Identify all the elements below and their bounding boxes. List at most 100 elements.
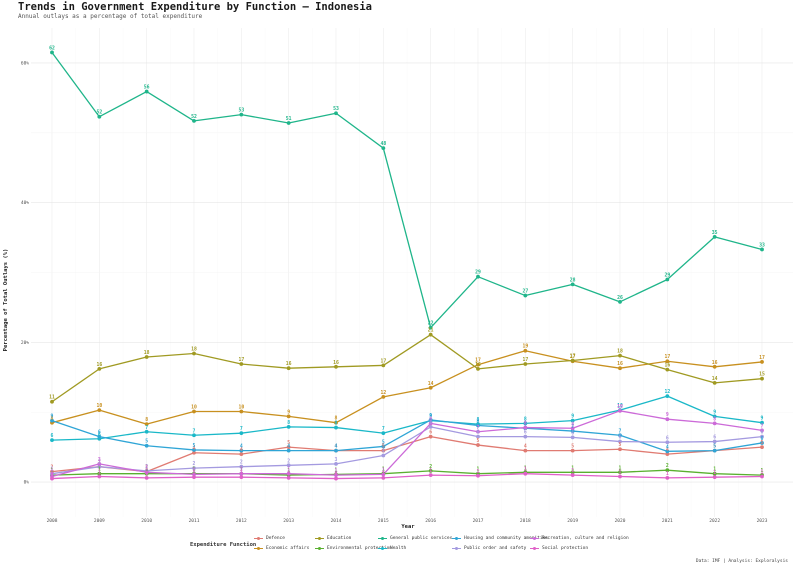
data-point-public-order-and-safety bbox=[523, 434, 528, 439]
data-label-public-order-and-safety: 4 bbox=[382, 449, 385, 455]
data-point-education bbox=[712, 380, 717, 385]
data-point-economic-affairs bbox=[618, 366, 622, 371]
data-point-housing-and-community-amenities bbox=[239, 448, 244, 453]
data-point-recreation-culture-and-religion bbox=[665, 417, 670, 422]
data-point-public-order-and-safety bbox=[239, 464, 244, 469]
data-label-housing-and-community-amenities: 4 bbox=[287, 444, 290, 450]
data-label-recreation-culture-and-religion: 1 bbox=[240, 467, 243, 473]
data-point-defence bbox=[428, 434, 433, 439]
chart-title: Trends in Government Expenditure by Func… bbox=[18, 1, 373, 13]
data-point-recreation-culture-and-religion bbox=[712, 421, 717, 426]
data-label-social-protection: 1 bbox=[240, 470, 243, 476]
data-point-health bbox=[239, 431, 244, 436]
series-line-general-public-services bbox=[51, 52, 763, 329]
data-point-general-public-services bbox=[50, 50, 54, 55]
data-point-economic-affairs bbox=[476, 362, 480, 367]
data-label-defence: 4 bbox=[666, 447, 669, 453]
data-label-general-public-services: 56 bbox=[144, 85, 150, 91]
data-point-education bbox=[428, 332, 433, 337]
chart-subtitle: Annual outlays as a percentage of total … bbox=[18, 13, 203, 20]
data-point-health bbox=[570, 418, 575, 423]
legend-label: Environmental protection bbox=[327, 546, 393, 551]
data-point-economic-affairs bbox=[381, 394, 386, 399]
data-label-housing-and-community-amenities: 6 bbox=[98, 430, 101, 436]
data-label-recreation-culture-and-religion: 1 bbox=[145, 465, 148, 471]
data-point-social-protection bbox=[618, 474, 622, 479]
data-label-social-protection: 1 bbox=[382, 471, 385, 477]
data-label-education: 17 bbox=[522, 357, 528, 363]
data-label-environmental-protection: 1 bbox=[761, 468, 764, 474]
data-point-defence bbox=[286, 445, 291, 450]
data-label-recreation-culture-and-religion: 1 bbox=[335, 468, 338, 474]
data-point-housing-and-community-amenities bbox=[428, 417, 433, 422]
y-tick-label: 0% bbox=[24, 480, 30, 486]
data-point-public-order-and-safety bbox=[286, 463, 291, 468]
data-point-public-order-and-safety bbox=[570, 435, 575, 440]
data-label-economic-affairs: 16 bbox=[712, 360, 718, 366]
data-point-general-public-services bbox=[476, 274, 480, 279]
data-point-recreation-culture-and-religion bbox=[476, 429, 480, 434]
data-point-social-protection bbox=[144, 475, 149, 480]
data-label-housing-and-community-amenities: 8 bbox=[477, 418, 480, 424]
data-point-social-protection bbox=[428, 473, 433, 477]
data-point-economic-affairs bbox=[239, 409, 244, 414]
legend-item-social-protection: Social protection bbox=[530, 546, 588, 551]
y-tick-label: 60% bbox=[21, 60, 29, 66]
data-point-health bbox=[144, 429, 149, 434]
data-label-defence: 4 bbox=[524, 444, 527, 450]
legend-label: Public order and safety bbox=[464, 546, 527, 551]
data-point-recreation-culture-and-religion bbox=[381, 472, 386, 477]
x-tick-label: 2011 bbox=[189, 518, 200, 524]
data-label-recreation-culture-and-religion: 8 bbox=[429, 416, 432, 422]
x-tick-label: 2020 bbox=[615, 518, 626, 524]
data-point-general-public-services bbox=[665, 277, 670, 282]
data-label-housing-and-community-amenities: 7 bbox=[619, 428, 622, 434]
data-label-public-order-and-safety: 6 bbox=[666, 435, 669, 441]
legend-key-social-protection bbox=[530, 546, 539, 551]
data-point-general-public-services bbox=[334, 111, 338, 116]
data-point-recreation-culture-and-religion bbox=[97, 462, 102, 466]
data-label-recreation-culture-and-religion: 8 bbox=[571, 421, 574, 427]
data-label-recreation-culture-and-religion: 1 bbox=[193, 467, 196, 473]
data-point-housing-and-community-amenities bbox=[192, 448, 196, 452]
data-point-recreation-culture-and-religion bbox=[144, 470, 149, 475]
data-label-general-public-services: 29 bbox=[475, 270, 481, 276]
x-tick-label: 2021 bbox=[662, 518, 673, 524]
data-label-health: 7 bbox=[382, 426, 385, 432]
data-label-economic-affairs: 19 bbox=[522, 344, 528, 350]
x-tick-label: 2023 bbox=[757, 518, 768, 524]
data-label-economic-affairs: 8 bbox=[335, 416, 338, 422]
data-label-social-protection: 1 bbox=[193, 470, 196, 476]
data-point-general-public-services bbox=[239, 112, 244, 117]
x-tick-label: 2012 bbox=[236, 518, 247, 524]
legend-key-recreation-culture-and-religion bbox=[530, 536, 539, 541]
data-label-defence: 6 bbox=[429, 430, 432, 436]
data-label-social-protection: 1 bbox=[524, 467, 527, 473]
data-label-environmental-protection: 1 bbox=[335, 467, 338, 473]
data-label-defence: 2 bbox=[51, 465, 54, 471]
data-label-public-order-and-safety: 1 bbox=[51, 467, 54, 473]
data-label-defence: 5 bbox=[287, 440, 290, 446]
data-label-recreation-culture-and-religion: 1 bbox=[287, 467, 290, 473]
legend-key-general-public-services bbox=[378, 536, 387, 541]
data-label-health: 8 bbox=[524, 416, 527, 422]
data-point-health bbox=[334, 425, 338, 430]
x-tick-label: 2016 bbox=[425, 518, 436, 524]
legend-key-education bbox=[315, 536, 324, 541]
data-point-economic-affairs bbox=[144, 422, 149, 426]
legend-label: Defence bbox=[266, 536, 285, 541]
data-point-general-public-services bbox=[570, 282, 575, 287]
data-point-recreation-culture-and-religion bbox=[428, 421, 433, 426]
data-label-general-public-services: 51 bbox=[286, 116, 292, 122]
data-point-health bbox=[381, 431, 386, 436]
data-point-economic-affairs bbox=[760, 360, 764, 364]
data-label-defence: 5 bbox=[761, 440, 764, 446]
data-point-general-public-services bbox=[97, 114, 102, 119]
data-point-health bbox=[50, 438, 54, 443]
data-label-public-order-and-safety: 6 bbox=[524, 430, 527, 436]
data-label-economic-affairs: 10 bbox=[238, 405, 244, 411]
x-tick-label: 2013 bbox=[283, 518, 294, 524]
data-point-social-protection bbox=[523, 471, 528, 476]
data-point-recreation-culture-and-religion bbox=[286, 471, 291, 476]
data-label-general-public-services: 35 bbox=[712, 230, 718, 236]
